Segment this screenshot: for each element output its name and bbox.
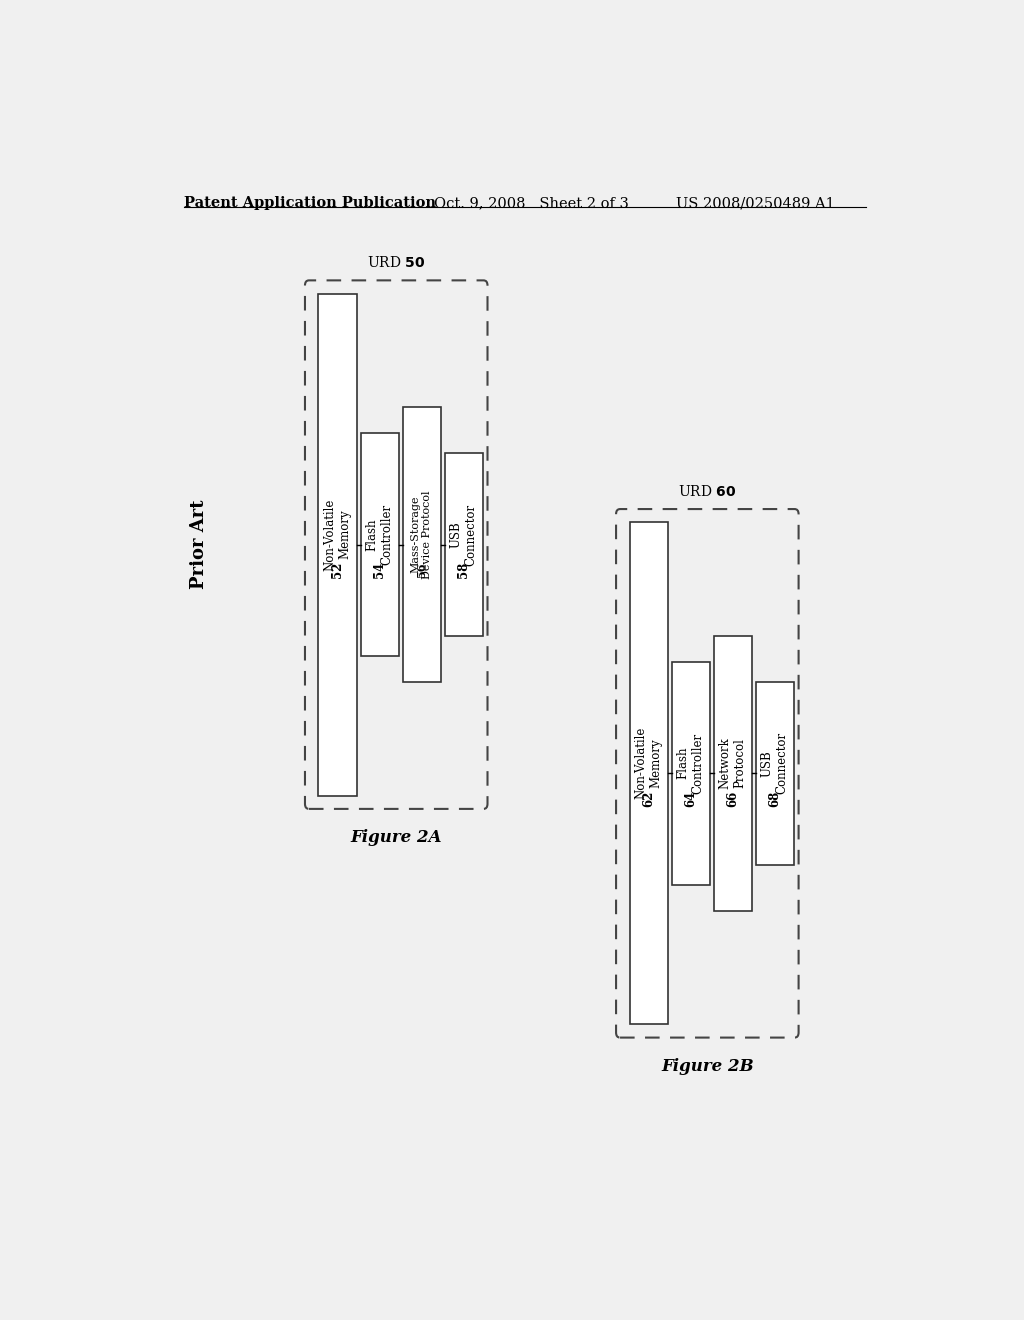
Text: Figure 2A: Figure 2A (350, 829, 442, 846)
Text: USB
Connector: USB Connector (450, 503, 477, 565)
Bar (318, 293, 356, 796)
Text: 54: 54 (373, 562, 386, 578)
Text: 68: 68 (768, 791, 781, 807)
Text: 64: 64 (684, 791, 697, 807)
Text: USB
Connector: USB Connector (761, 733, 788, 795)
Text: Flash
Controller: Flash Controller (677, 733, 705, 793)
Bar (630, 523, 668, 1024)
Bar (756, 682, 794, 865)
Text: 52: 52 (331, 562, 344, 578)
Text: 56: 56 (416, 562, 427, 578)
Text: Network
Protocol: Network Protocol (719, 738, 746, 789)
Text: Oct. 9, 2008   Sheet 2 of 3: Oct. 9, 2008 Sheet 2 of 3 (433, 195, 629, 210)
Text: Mass-Storage
Device Protocol: Mass-Storage Device Protocol (411, 490, 432, 578)
Text: Patent Application Publication: Patent Application Publication (183, 195, 435, 210)
Text: URD $\mathbf{50}$: URD $\mathbf{50}$ (367, 255, 425, 271)
Text: US 2008/0250489 A1: US 2008/0250489 A1 (676, 195, 835, 210)
Text: 62: 62 (642, 791, 655, 807)
Text: Prior Art: Prior Art (190, 500, 209, 590)
Text: Non-Volatile
Memory: Non-Volatile Memory (324, 498, 351, 570)
Text: Non-Volatile
Memory: Non-Volatile Memory (635, 727, 663, 800)
Text: URD $\mathbf{60}$: URD $\mathbf{60}$ (678, 484, 736, 499)
Bar (360, 433, 398, 656)
Text: 58: 58 (457, 562, 470, 578)
Text: Flash
Controller: Flash Controller (366, 504, 393, 565)
Text: Figure 2B: Figure 2B (662, 1057, 754, 1074)
Bar (444, 453, 482, 636)
Text: 66: 66 (726, 791, 739, 807)
Bar (402, 408, 440, 682)
Bar (672, 661, 710, 886)
Bar (714, 636, 752, 911)
